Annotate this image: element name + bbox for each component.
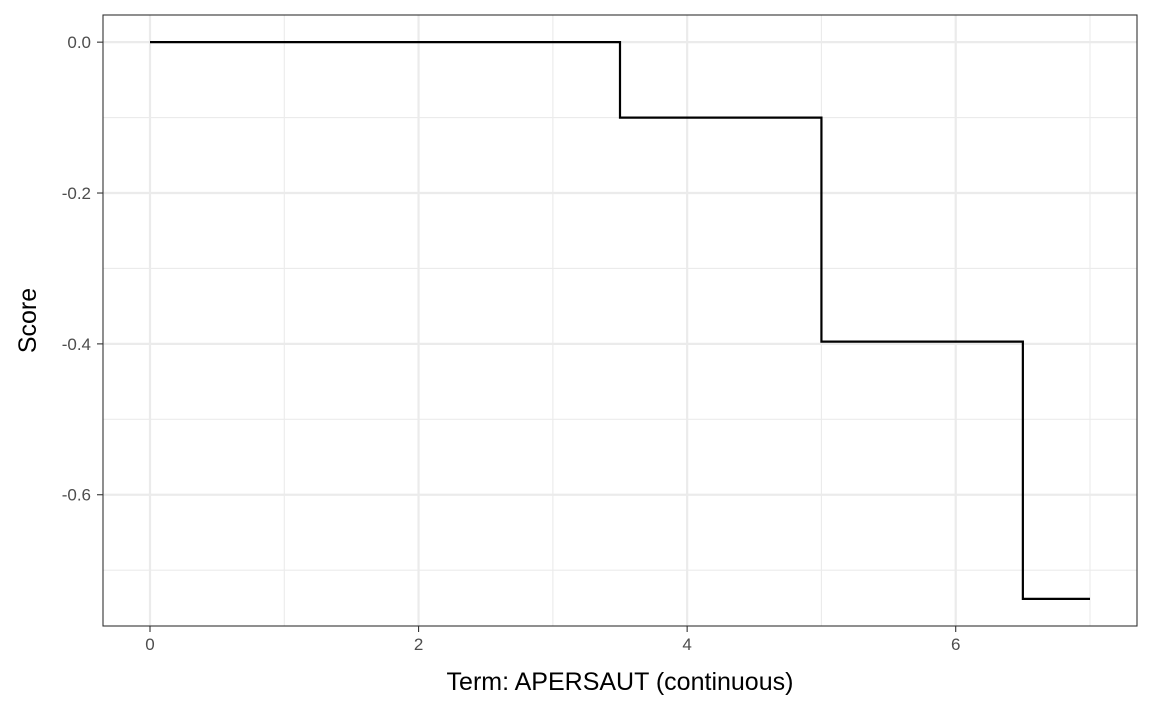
y-tick-label: -0.2 bbox=[62, 184, 91, 203]
y-axis-title: Score bbox=[14, 288, 42, 353]
y-axis: 0.0 -0.2 -0.4 -0.6 bbox=[62, 33, 103, 505]
y-tick-label: 0.0 bbox=[67, 33, 91, 52]
series-line bbox=[150, 41, 1090, 600]
x-axis: 0 2 4 6 bbox=[145, 626, 960, 654]
y-tick-label: -0.4 bbox=[62, 335, 91, 354]
x-axis-title: Term: APERSAUT (continuous) bbox=[447, 668, 794, 696]
x-tick-label: 4 bbox=[682, 635, 691, 654]
x-tick-label: 2 bbox=[414, 635, 423, 654]
y-tick-label: -0.6 bbox=[62, 486, 91, 505]
x-tick-label: 6 bbox=[951, 635, 960, 654]
x-tick-label: 0 bbox=[145, 635, 154, 654]
major-gridlines bbox=[103, 15, 1137, 626]
panel-border bbox=[102, 14, 1138, 627]
series-layer bbox=[150, 41, 1090, 600]
